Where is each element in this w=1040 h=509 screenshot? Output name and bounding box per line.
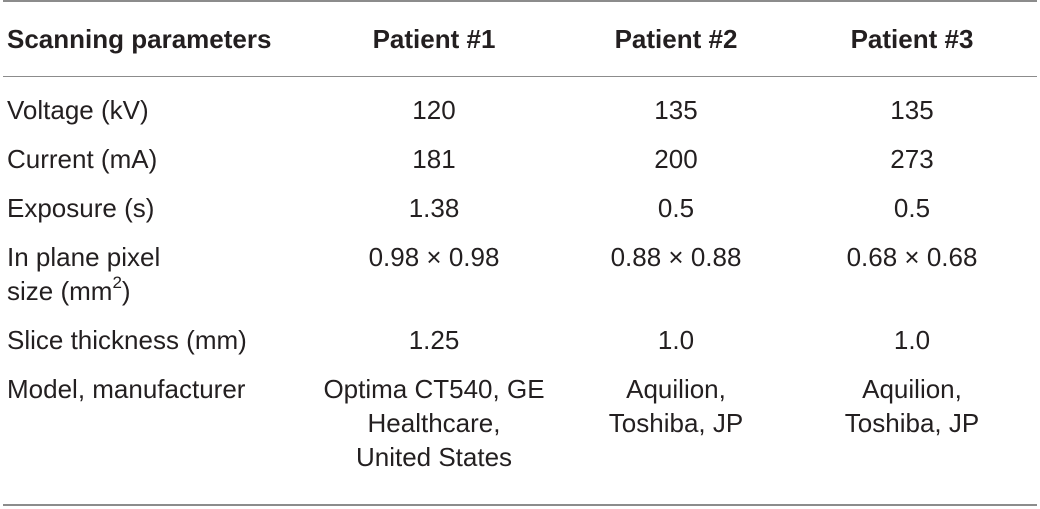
table-body: Voltage (kV) 120 135 135 Current (mA) 18… [3,77,1037,505]
cell-patient-3: 0.5 [893,193,931,223]
table-row: Slice thickness (mm) 1.25 1.0 1.0 [3,315,1037,364]
cell-patient-2: 0.88 × 0.88 [610,242,742,272]
header-row: Scanning parameters Patient #1 Patient #… [3,1,1037,77]
header-scanning-parameters: Scanning parameters [7,23,272,54]
cell-patient-2: 200 [654,144,698,174]
table-header: Scanning parameters Patient #1 Patient #… [3,1,1037,77]
cell-patient-1: 120 [412,95,456,125]
superscript-exponent: 2 [112,273,122,293]
cell-patient-3: 135 [890,95,934,125]
cell-patient-3: Aquilion, Toshiba, JP [844,374,980,438]
row-label-exposure: Exposure (s) [7,193,155,223]
header-patient-2: Patient #2 [614,23,738,54]
cell-patient-3: 273 [890,144,934,174]
cell-patient-2: 0.5 [657,193,695,223]
header-patient-3: Patient #3 [850,23,974,54]
pixel-size-unit-text: size (mm [7,276,113,306]
table-row: Model, manufacturer Optima CT540, GE Hea… [3,364,1037,505]
row-label-model-manufacturer: Model, manufacturer [7,374,246,404]
row-label-voltage: Voltage (kV) [7,95,149,125]
cell-patient-2: 135 [654,95,698,125]
row-label-current: Current (mA) [7,144,158,174]
table-row: In plane pixel size (mm2) 0.98 × 0.98 0.… [3,232,1037,315]
cell-patient-1: 181 [412,144,456,174]
cell-patient-3: 1.0 [893,325,931,355]
cell-patient-1: 1.38 [408,193,460,223]
table-row: Current (mA) 181 200 273 [3,134,1037,183]
cell-patient-2: Aquilion, Toshiba, JP [608,374,744,438]
cell-patient-2: 1.0 [657,325,695,355]
row-label-slice-thickness: Slice thickness (mm) [7,325,247,355]
cell-patient-3: 0.68 × 0.68 [846,242,978,272]
cell-patient-1: 0.98 × 0.98 [368,242,500,272]
pixel-size-unit-close: ) [121,276,131,306]
scanning-parameters-table: Scanning parameters Patient #1 Patient #… [3,0,1037,506]
table-row: Voltage (kV) 120 135 135 [3,77,1037,135]
header-patient-1: Patient #1 [372,23,496,54]
cell-patient-1: 1.25 [408,325,460,355]
cell-patient-1: Optima CT540, GE Healthcare, United Stat… [323,374,545,472]
table-row: Exposure (s) 1.38 0.5 0.5 [3,183,1037,232]
row-label-pixel-size: In plane pixel size (mm2) [7,242,161,306]
